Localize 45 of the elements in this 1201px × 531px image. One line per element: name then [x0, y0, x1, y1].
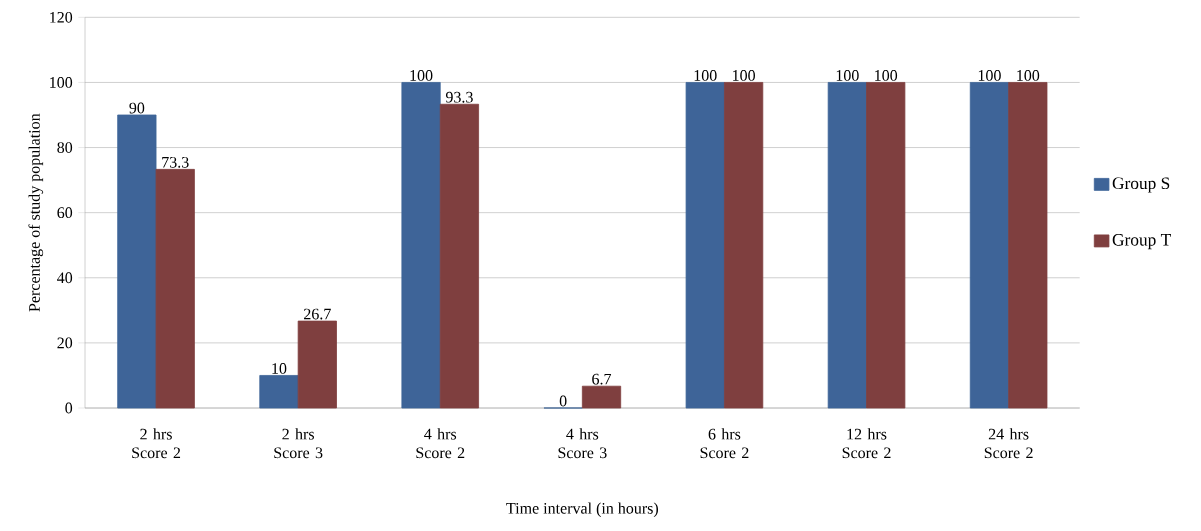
x-tick-label: 4 hrs Score 3	[558, 428, 607, 459]
x-tick-label: 6 hrs Score 2	[700, 428, 749, 459]
data-label: 0	[559, 395, 567, 407]
legend-label: Group S	[1112, 177, 1170, 193]
x-tick-label: 12 hrs Score 2	[842, 428, 891, 459]
bar	[866, 82, 906, 409]
y-axis-title: Percentage of study population	[28, 113, 44, 312]
y-tick-label: 40	[57, 272, 73, 284]
bar	[155, 168, 195, 409]
bar	[969, 82, 1010, 409]
bar	[1008, 82, 1048, 409]
y-tick-label: 0	[65, 402, 73, 414]
y-tick-label: 120	[50, 11, 73, 23]
bar	[724, 82, 764, 409]
y-tick-label: 60	[57, 207, 73, 219]
y-tick-label: 80	[57, 142, 73, 153]
data-label: 100	[410, 70, 433, 81]
data-label: 100	[978, 70, 1001, 81]
data-label: 100	[875, 70, 898, 81]
x-tick-label: 4 hrs Score 2	[416, 428, 465, 459]
data-label: 100	[836, 70, 859, 81]
bar	[117, 114, 157, 409]
data-label: 10	[272, 363, 287, 374]
bar	[297, 320, 337, 409]
bar	[401, 82, 441, 409]
bar	[685, 82, 725, 409]
data-label: 100	[694, 70, 717, 81]
x-axis-title: Time interval (in hours)	[506, 502, 659, 517]
bar	[259, 375, 299, 409]
data-label: 6.7	[592, 373, 612, 385]
y-tick-label: 100	[50, 77, 73, 88]
y-tick-label: 20	[57, 337, 73, 349]
x-tick-label: 2 hrs Score 3	[274, 428, 323, 459]
data-label: 100	[1017, 70, 1040, 81]
data-label: 90	[129, 102, 145, 114]
x-tick-label: 24 hrs Score 2	[984, 428, 1033, 459]
bar	[581, 385, 622, 409]
data-label: 93.3	[445, 91, 473, 103]
legend-label: Group T	[1112, 233, 1171, 250]
data-label: 26.7	[304, 308, 331, 320]
data-label: 73.3	[162, 156, 189, 168]
bar	[827, 82, 867, 409]
x-tick-label: 2 hrs Score 2	[132, 428, 181, 459]
data-label: 100	[733, 70, 755, 81]
bar	[439, 103, 480, 409]
